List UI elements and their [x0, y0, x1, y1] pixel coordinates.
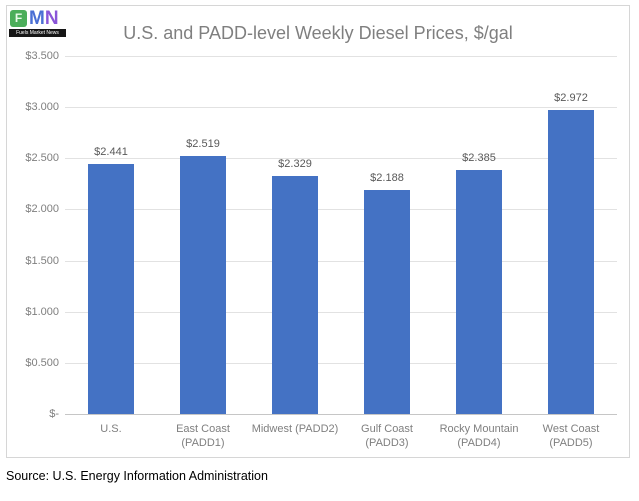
- logo-letter-n: N: [44, 8, 59, 29]
- y-tick-label: $1.000: [25, 305, 59, 318]
- bar-value-label: $2.519: [186, 138, 220, 151]
- x-tick-label: East Coast (PADD1): [176, 423, 230, 449]
- y-tick-label: $-: [49, 408, 59, 420]
- y-tick-label: $1.500: [25, 254, 59, 267]
- gridline: [65, 209, 617, 211]
- bar-value-label: $2.329: [278, 157, 312, 170]
- bar-3: [364, 190, 410, 414]
- bar-value-label: $2.188: [370, 172, 404, 185]
- gridline: [65, 362, 617, 364]
- gridline: [65, 56, 617, 57]
- bar-2: [272, 175, 318, 414]
- source-note: Source: U.S. Energy Information Administ…: [6, 469, 268, 483]
- y-tick-label: $2.500: [25, 152, 59, 165]
- chart-title: U.S. and PADD-level Weekly Diesel Prices…: [123, 23, 513, 43]
- logo-caption: Fuels Market News: [9, 29, 66, 37]
- x-axis-line: [65, 414, 617, 415]
- fmn-logo: F M N Fuels Market News: [9, 8, 66, 37]
- x-tick-label: Rocky Mountain (PADD4): [439, 423, 519, 449]
- gridline: [65, 158, 617, 160]
- gridline: [65, 311, 617, 313]
- y-tick-label: $3.000: [25, 101, 59, 114]
- bar-5: [548, 110, 594, 414]
- y-tick-label: $0.500: [25, 356, 59, 369]
- bar-4: [456, 170, 502, 414]
- y-tick-label: $3.500: [25, 50, 59, 62]
- bar-1: [180, 156, 226, 414]
- logo-letters: F M N: [9, 8, 66, 29]
- x-tick-label: Midwest (PADD2): [251, 423, 339, 435]
- chart-frame: F M N Fuels Market News U.S. and PADD-le…: [6, 5, 630, 458]
- plot-area: $3.500 $3.000 $2.500 $2.000 $1.500 $1.000 $0.5…: [25, 50, 617, 449]
- logo-letter-f: F: [10, 10, 27, 27]
- bar-0: [88, 164, 134, 414]
- x-tick-label: Gulf Coast (PADD3): [361, 423, 413, 449]
- gridline: [65, 107, 617, 109]
- x-tick-label: U.S.: [100, 423, 122, 435]
- bar-value-label: $2.441: [94, 146, 128, 159]
- y-tick-label: $2.000: [25, 203, 59, 216]
- logo-letter-m: M: [29, 8, 45, 29]
- gridline: [65, 260, 617, 262]
- bar-value-label: $2.385: [462, 152, 496, 165]
- x-tick-label: West Coast (PADD5): [542, 423, 600, 449]
- bar-value-label: $2.972: [554, 92, 588, 104]
